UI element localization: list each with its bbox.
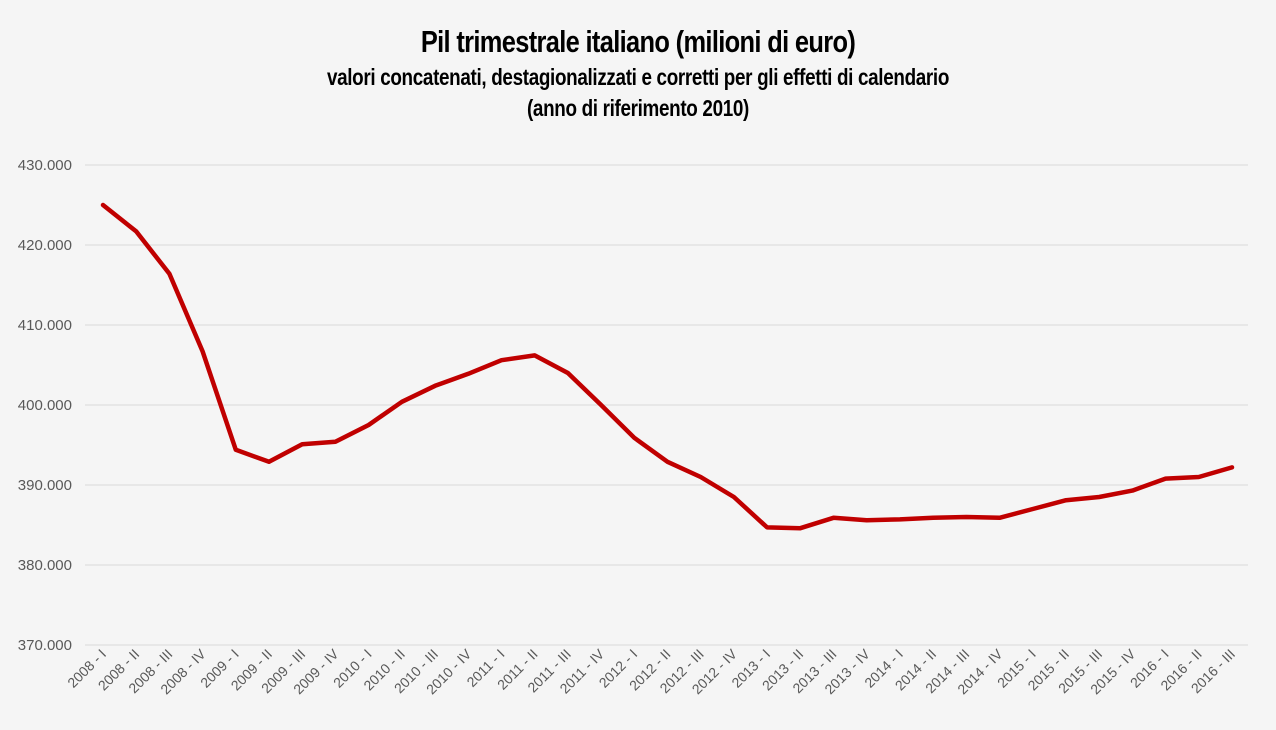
y-tick-label: 380.000: [18, 557, 72, 574]
data-point: [865, 518, 869, 522]
data-point: [167, 272, 172, 276]
chart-subtitle-reference-year: (anno di riferimento 2010): [526, 95, 750, 121]
data-point: [367, 423, 371, 427]
data-point: [997, 516, 1002, 520]
data-point: [931, 516, 935, 520]
data-point: [234, 448, 238, 452]
y-tick-label: 410.000: [18, 317, 72, 334]
data-point: [134, 229, 138, 233]
data-point: [632, 436, 636, 440]
data-point: [267, 460, 271, 464]
data-point: [499, 358, 504, 362]
data-point: [300, 442, 304, 446]
data-point: [765, 525, 769, 530]
data-point: [466, 372, 470, 376]
series-line: [100, 202, 1235, 531]
data-point: [831, 516, 836, 520]
chart-title: Pil trimestrale italiano (milioni di eur…: [420, 24, 856, 59]
data-point: [798, 526, 802, 530]
gridlines: [85, 164, 1248, 646]
chart-subtitle: valori concatenati, destagionalizzati e …: [326, 64, 950, 90]
data-point: [400, 400, 404, 404]
data-point: [201, 349, 205, 353]
data-point: [101, 203, 105, 207]
data-point: [1031, 507, 1035, 511]
data-point: [898, 517, 902, 522]
data-point: [1197, 475, 1201, 479]
data-point: [665, 460, 670, 464]
y-tick-label: 400.000: [18, 397, 72, 414]
data-point: [964, 515, 968, 519]
data-point: [1230, 465, 1234, 469]
data-point: [599, 403, 603, 407]
data-point: [1163, 477, 1168, 481]
y-tick-label: 370.000: [18, 637, 72, 654]
series-layer: [100, 202, 1235, 531]
data-point: [1064, 498, 1068, 502]
data-point: [699, 475, 703, 479]
data-point: [1130, 489, 1134, 493]
y-tick-label: 420.000: [18, 237, 72, 254]
y-tick-label: 430.000: [18, 157, 72, 174]
data-point: [333, 440, 338, 444]
data-point: [533, 353, 537, 357]
data-point: [1097, 495, 1101, 499]
data-point: [732, 495, 736, 499]
y-tick-label: 390.000: [18, 477, 72, 494]
chart-titles: Pil trimestrale italiano (milioni di eur…: [0, 22, 1276, 124]
data-point: [566, 371, 570, 375]
data-point: [433, 384, 437, 388]
y-axis: 370.000 380.000 390.000 400.000 410.000 420.0…: [18, 157, 72, 654]
